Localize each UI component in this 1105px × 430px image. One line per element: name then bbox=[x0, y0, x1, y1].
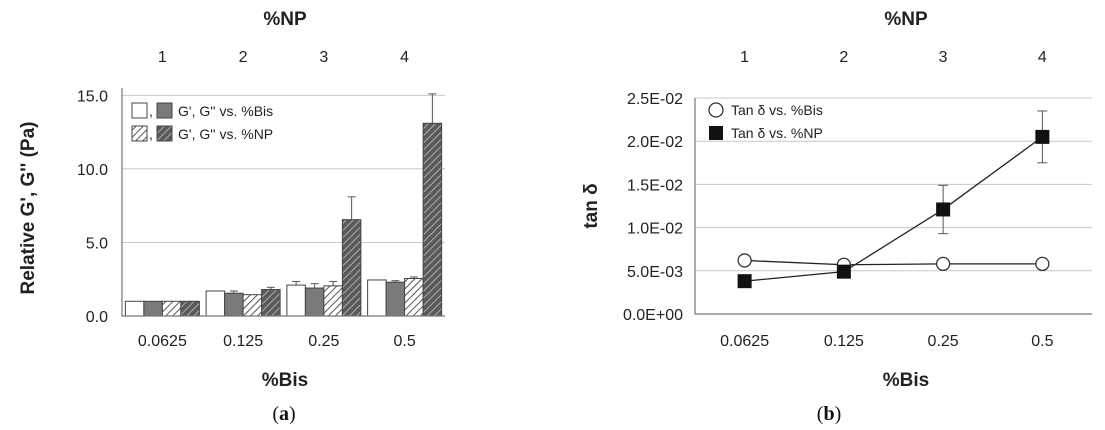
markers-b bbox=[737, 129, 1050, 289]
error-bars-a bbox=[229, 93, 437, 294]
x-tick-label: 0.5 bbox=[394, 333, 416, 350]
bar bbox=[180, 300, 200, 317]
legend-comma-1: , bbox=[149, 103, 153, 119]
legend-label-tan-np: Tan δ vs. %NP bbox=[731, 125, 823, 141]
top-tick-label: 3 bbox=[939, 49, 948, 66]
y-tick-label: 5.0 bbox=[86, 235, 108, 252]
bar bbox=[385, 281, 406, 317]
y-tick-label: 2.0E-02 bbox=[627, 134, 683, 151]
top-tick-label: 2 bbox=[239, 49, 248, 66]
series-lines-b bbox=[744, 136, 1043, 282]
y-axis-title-a: Relative G', G'' (Pa) bbox=[18, 122, 39, 295]
chart-panel-b: 0.0E+00 5.0E-03 1.0E-02 1.5E-02 2.0E-02 2.5E-… bbox=[581, 9, 1092, 425]
bar bbox=[124, 300, 145, 317]
legend-label-np: G', G'' vs. %NP bbox=[178, 126, 273, 142]
x-tick-labels-a: 0.0625 0.125 0.25 0.5 bbox=[138, 333, 416, 350]
legend-a: , G', G'' vs. %Bis , G', G'' vs. %NP bbox=[131, 102, 273, 142]
data-point bbox=[935, 256, 951, 272]
x-tick-label: 0.25 bbox=[308, 333, 339, 350]
bar bbox=[404, 277, 424, 317]
legend-swatch-solid bbox=[156, 102, 173, 119]
bar bbox=[341, 219, 362, 317]
top-tick-label: 4 bbox=[400, 49, 409, 66]
data-point bbox=[737, 253, 752, 268]
top-tick-label: 2 bbox=[839, 49, 848, 66]
data-point bbox=[737, 274, 752, 289]
x-tick-label: 0.125 bbox=[223, 333, 263, 350]
series-line bbox=[744, 136, 1043, 282]
x-tick-labels-b: 0.0625 0.125 0.25 0.5 bbox=[720, 333, 1053, 350]
data-point bbox=[936, 202, 951, 217]
axes-frame-a bbox=[121, 88, 445, 317]
bar bbox=[323, 285, 343, 317]
top-tick-labels-a: 1 2 3 4 bbox=[158, 49, 409, 66]
top-tick-labels-b: 1 2 3 4 bbox=[740, 49, 1047, 66]
data-point bbox=[836, 264, 851, 279]
error-bars-b bbox=[938, 110, 1048, 235]
y-tick-label: 2.5E-02 bbox=[627, 91, 683, 108]
bar bbox=[143, 300, 163, 317]
y-axis-title-b: tan δ bbox=[581, 183, 602, 228]
y-tick-label: 1.0E-02 bbox=[627, 221, 683, 238]
legend-label-bis: G', G'' vs. %Bis bbox=[178, 103, 273, 119]
top-tick-label: 3 bbox=[319, 49, 328, 66]
bar bbox=[286, 284, 306, 317]
bar bbox=[224, 292, 244, 317]
data-point bbox=[1035, 256, 1050, 272]
bar bbox=[304, 287, 325, 317]
bar bbox=[242, 294, 263, 317]
legend-swatch-open bbox=[131, 102, 148, 119]
y-tick-labels-a: 0.0 5.0 10.0 15.0 bbox=[77, 88, 108, 326]
panel-label-b: (b) bbox=[817, 403, 841, 425]
bar bbox=[205, 290, 226, 317]
chart-panel-a: 0.0 5.0 10.0 15.0 0.0625 0.125 0.25 0.5 1 2 3 4 %… bbox=[18, 9, 445, 425]
legend-marker-open-circle bbox=[708, 102, 724, 118]
x-tick-label: 0.0625 bbox=[720, 333, 769, 350]
bars-a bbox=[124, 122, 443, 317]
y-tick-label: 0.0E+00 bbox=[623, 307, 683, 324]
x-tick-label: 0.5 bbox=[1031, 333, 1053, 350]
legend-comma-2: , bbox=[149, 126, 153, 142]
series-line bbox=[744, 259, 1043, 266]
x-tick-label: 0.125 bbox=[824, 333, 864, 350]
legend-swatch-hatched bbox=[131, 125, 148, 142]
bar bbox=[261, 289, 281, 317]
bar bbox=[422, 122, 443, 317]
top-axis-title-a: %NP bbox=[263, 9, 307, 30]
y-tick-labels-b: 0.0E+00 5.0E-03 1.0E-02 1.5E-02 2.0E-02 2.5E-… bbox=[623, 91, 683, 324]
top-axis-title-b: %NP bbox=[884, 9, 928, 30]
axes-frame-b bbox=[694, 98, 1092, 315]
data-point bbox=[1035, 129, 1050, 144]
y-tick-label: 1.5E-02 bbox=[627, 177, 683, 194]
legend-swatch-hatched-dark bbox=[156, 125, 173, 142]
x-tick-label: 0.0625 bbox=[138, 333, 187, 350]
top-tick-label: 1 bbox=[158, 49, 167, 66]
grid-lines-b bbox=[695, 97, 1092, 272]
y-tick-label: 10.0 bbox=[77, 162, 108, 179]
x-axis-title-a: %Bis bbox=[262, 370, 308, 391]
legend-marker-filled-square bbox=[709, 126, 723, 140]
x-axis-title-b: %Bis bbox=[883, 370, 929, 391]
y-tick-label: 5.0E-03 bbox=[627, 264, 683, 281]
grid-lines-a bbox=[122, 94, 445, 243]
bar bbox=[367, 279, 387, 317]
top-tick-label: 4 bbox=[1038, 49, 1047, 66]
bar bbox=[161, 300, 182, 317]
x-tick-label: 0.25 bbox=[928, 333, 959, 350]
y-tick-label: 15.0 bbox=[77, 88, 108, 105]
top-tick-label: 1 bbox=[740, 49, 749, 66]
panel-label-a: (a) bbox=[272, 403, 295, 425]
legend-label-tan-bis: Tan δ vs. %Bis bbox=[731, 102, 823, 118]
y-tick-label: 0.0 bbox=[86, 309, 108, 326]
legend-b: Tan δ vs. %Bis Tan δ vs. %NP bbox=[708, 102, 823, 141]
